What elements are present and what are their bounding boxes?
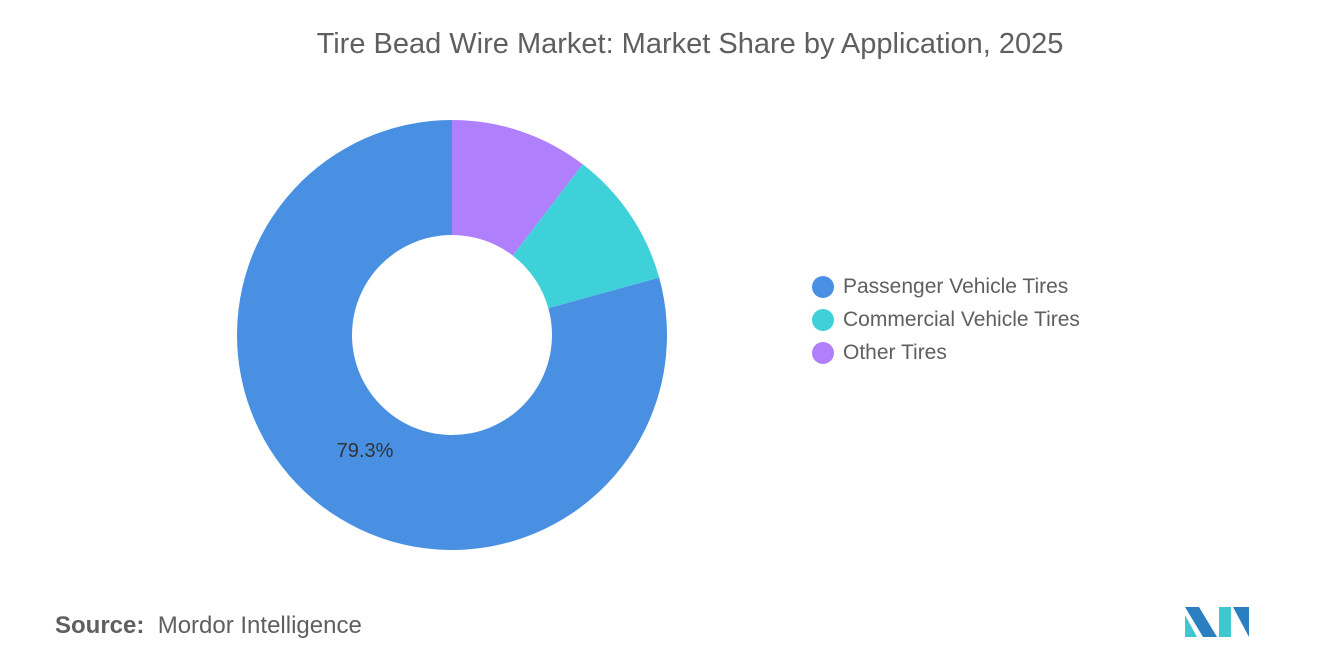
source-label: Source: xyxy=(55,612,145,639)
slice-other-tires xyxy=(452,120,583,256)
legend-swatch xyxy=(812,308,834,331)
legend-label: Passenger Vehicle Tires xyxy=(843,274,1069,298)
chart-title: Tire Bead Wire Market: Market Share by A… xyxy=(316,28,1064,60)
source-value: Mordor Intelligence xyxy=(157,612,362,639)
legend-item: Passenger Vehicle Tires xyxy=(812,270,1080,303)
mordor-intelligence-logo xyxy=(1185,607,1249,637)
slice-passenger-vehicle-tires xyxy=(237,120,667,550)
legend-swatch xyxy=(812,341,834,364)
slice-commercial-vehicle-tires xyxy=(512,164,660,309)
legend-label: Other Tires xyxy=(843,340,947,364)
legend-swatch xyxy=(812,275,834,298)
legend-item: Commercial Vehicle Tires xyxy=(812,303,1080,336)
legend: Passenger Vehicle Tires Commercial Vehic… xyxy=(812,270,1080,369)
legend-label: Commercial Vehicle Tires xyxy=(843,307,1080,331)
source-note: Source: Mordor Intelligence xyxy=(55,612,362,640)
data-label: 79.3% xyxy=(337,440,394,462)
legend-item: Other Tires xyxy=(812,336,1080,369)
